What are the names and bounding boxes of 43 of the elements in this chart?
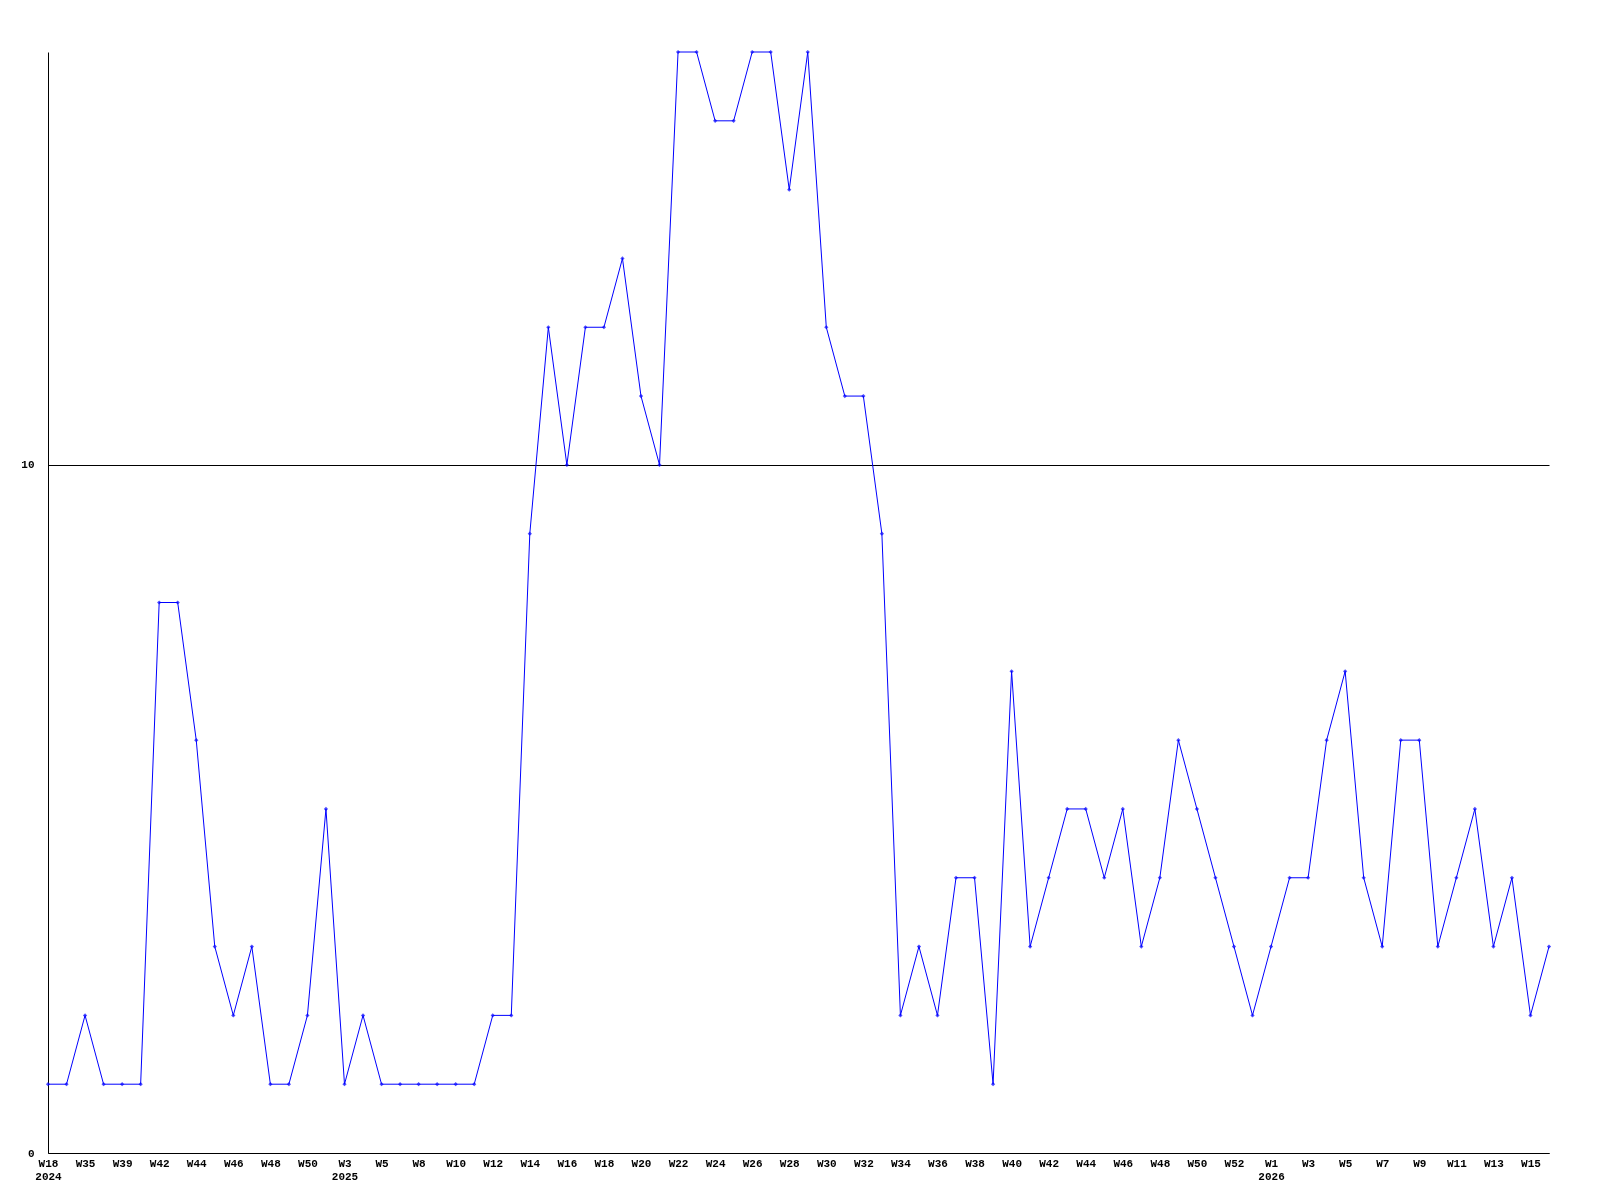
- x-tick-label: W9: [1413, 1157, 1427, 1170]
- x-tick-label: W10: [446, 1157, 467, 1170]
- x-tick-label: W35: [75, 1157, 96, 1170]
- x-tick-label: W11: [1446, 1157, 1468, 1170]
- x-tick-label: W20: [631, 1157, 652, 1170]
- y-tick-label: 10: [21, 459, 35, 472]
- x-tick-label: W8: [412, 1157, 427, 1170]
- x-tick-label: W46: [223, 1157, 244, 1170]
- x-tick-label: W30: [816, 1157, 837, 1170]
- x-tick-label: W7: [1376, 1157, 1390, 1170]
- x-tick-label: W28: [779, 1157, 801, 1170]
- x-tick-label: W44: [1076, 1157, 1097, 1170]
- x-tick-label: W40: [1002, 1157, 1023, 1170]
- x-tick-label: W13: [1484, 1157, 1505, 1170]
- x-tick-label: W42: [149, 1157, 170, 1170]
- x-tick-label: W18: [594, 1157, 615, 1170]
- x-tick-label: W12: [483, 1157, 504, 1170]
- x-tick-label: W18 2024: [35, 1157, 63, 1183]
- x-tick-label: W3: [1302, 1157, 1316, 1170]
- y-tick-label: 0: [27, 1147, 35, 1160]
- x-tick-label: W3 2025: [331, 1157, 359, 1183]
- x-tick-label: W24: [705, 1157, 726, 1170]
- x-tick-label: W16: [557, 1157, 578, 1170]
- x-tick-label: W38: [965, 1157, 986, 1170]
- x-tick-label: W48: [1150, 1157, 1171, 1170]
- x-tick-label: W26: [742, 1157, 763, 1170]
- x-tick-label: W15: [1521, 1157, 1542, 1170]
- x-tick-label: W1 2026: [1258, 1157, 1285, 1183]
- x-tick-label: W48: [260, 1157, 282, 1170]
- x-tick-label: W14: [520, 1157, 541, 1170]
- x-tick-label: W50: [298, 1157, 318, 1170]
- x-tick-label: W39: [112, 1157, 133, 1170]
- x-tick-label: W5: [1339, 1157, 1353, 1170]
- x-tick-label: W50: [1187, 1157, 1208, 1170]
- x-tick-label: W5: [375, 1157, 390, 1170]
- x-tick-label: W44: [186, 1157, 208, 1170]
- x-tick-label: W34: [891, 1157, 912, 1170]
- x-tick-label: W46: [1113, 1157, 1134, 1170]
- x-tick-label: W52: [1224, 1157, 1245, 1170]
- x-tick-label: W36: [928, 1157, 948, 1170]
- x-tick-label: W22: [668, 1157, 689, 1170]
- x-tick-label: W42: [1039, 1157, 1060, 1170]
- x-tick-label: W32: [853, 1157, 874, 1170]
